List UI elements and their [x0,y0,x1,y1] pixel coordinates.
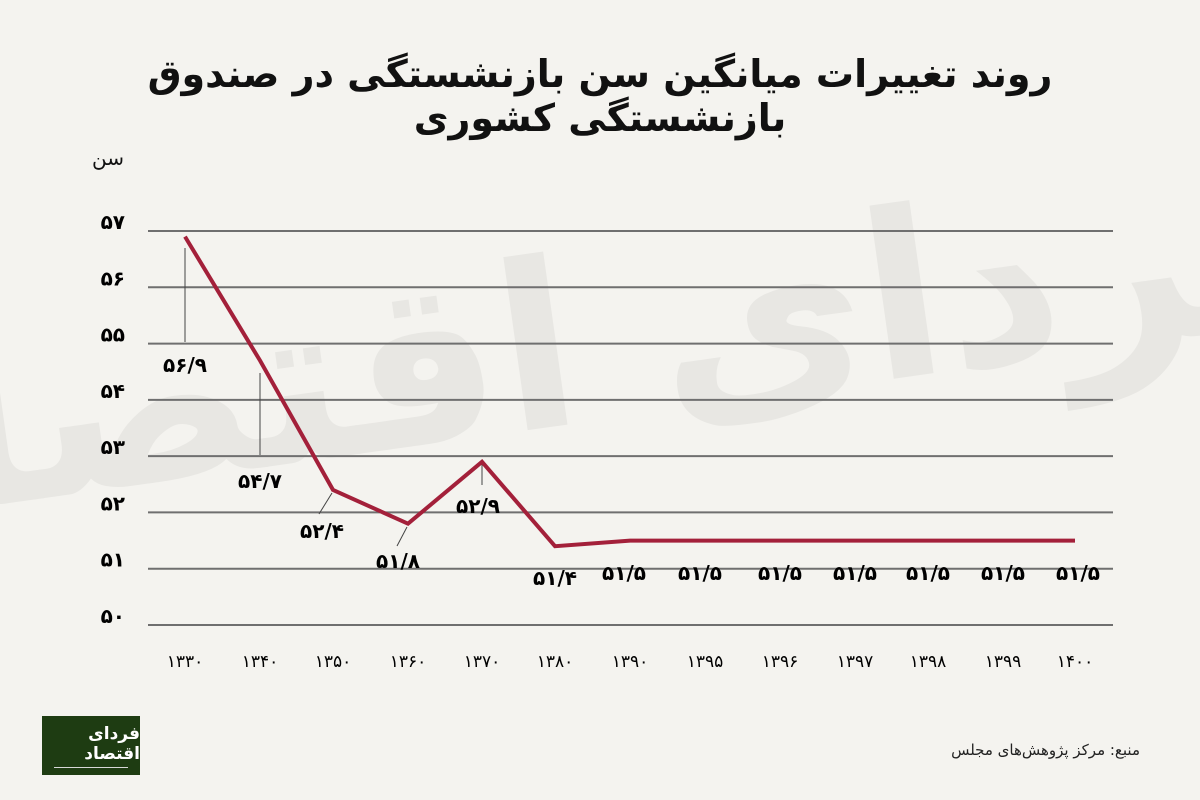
brand-logo: فردای اقتصاد [42,716,140,775]
y-tick-label: ۵۰ [101,604,125,628]
y-axis-ticks: ۵۰ ۵۱ ۵۲ ۵۳ ۵۴ ۵۵ ۵۶ ۵۷ [101,210,125,628]
x-tick-label: ۱۴۰۰ [1057,652,1094,672]
y-tick-label: ۵۵ [101,323,125,347]
x-tick-label: ۱۳۷۰ [464,652,501,672]
source-note: منبع: مرکز پژوهش‌های مجلس [951,741,1140,759]
x-tick-label: ۱۳۹۸ [910,652,947,672]
y-tick-label: ۵۷ [101,210,125,234]
x-tick-label: ۱۳۹۰ [612,652,649,672]
x-tick-label: ۱۳۳۰ [167,652,204,672]
logo-text: فردای اقتصاد [84,723,140,764]
x-axis-ticks: ۱۳۳۰ ۱۳۴۰ ۱۳۵۰ ۱۳۶۰ ۱۳۷۰ ۱۳۸۰ ۱۳۹۰ ۱۳۹۵ ۱۳۹۶ ۱۳۹۷… [167,652,1094,672]
gridlines [148,230,1113,626]
data-label: ۵۱/۵ [906,561,950,585]
data-labels: ۵۶/۹ ۵۴/۷ ۵۲/۴ ۵۱/۸ ۵۲/۹ ۵۱/۴ ۵۱/۵ ۵۱/۵ ۵۱/۵ ۵۱/۵… [163,353,1100,590]
data-label: ۵۱/۵ [602,561,646,585]
data-label: ۵۱/۵ [833,561,877,585]
logo-divider [54,766,128,768]
data-label: ۵۲/۴ [300,519,344,543]
x-tick-label: ۱۳۹۷ [837,652,874,672]
x-tick-label: ۱۳۶۰ [390,652,427,672]
data-label: ۵۱/۴ [533,566,577,590]
data-label: ۵۱/۸ [376,549,420,573]
series-line [183,235,1075,549]
label-leaders [184,248,483,547]
y-tick-label: ۵۲ [101,491,125,515]
data-label: ۵۱/۵ [758,561,802,585]
y-axis-title: سن [92,146,124,170]
y-tick-label: ۵۱ [101,548,125,572]
leader-line [396,526,408,547]
y-tick-label: ۵۴ [101,379,125,403]
x-tick-label: ۱۳۹۶ [762,652,799,672]
data-label: ۵۱/۵ [1056,561,1100,585]
x-tick-label: ۱۳۵۰ [315,652,352,672]
data-label: ۵۶/۹ [163,353,207,377]
x-tick-label: ۱۳۹۹ [985,652,1022,672]
x-tick-label: ۱۳۴۰ [242,652,279,672]
data-label: ۵۲/۹ [456,494,500,518]
y-tick-label: ۵۶ [101,266,125,290]
y-tick-label: ۵۳ [101,435,125,459]
x-tick-label: ۱۳۸۰ [537,652,574,672]
leader-line [318,492,333,515]
chart-title: روند تغییرات میانگین سن بازنشستگی در صند… [147,52,1053,140]
data-label: ۵۱/۵ [678,561,722,585]
data-label: ۵۱/۵ [981,561,1025,585]
data-label: ۵۴/۷ [238,469,282,493]
x-tick-label: ۱۳۹۵ [687,652,724,672]
